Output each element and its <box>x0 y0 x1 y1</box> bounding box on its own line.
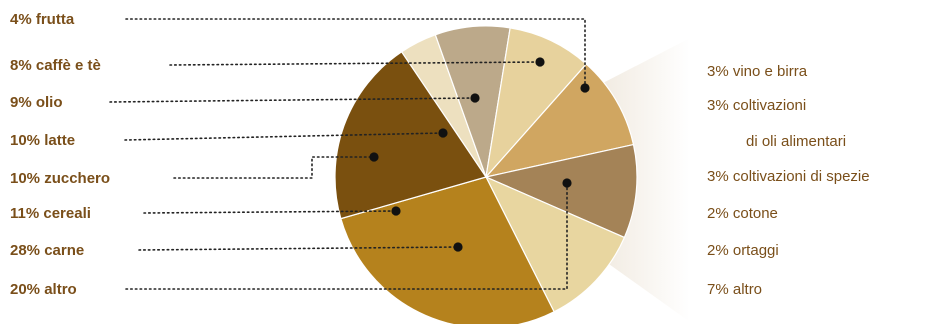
breakdown-label-3-vino-e-birra: 3% vino e birra <box>707 63 808 80</box>
slice-label-9-olio: 9% olio <box>10 94 63 111</box>
marker-dot-9-olio <box>470 93 480 103</box>
slice-label-8-caff-e-t: 8% caffè e tè <box>10 57 101 74</box>
breakdown-label-2-cotone: 2% cotone <box>707 205 778 222</box>
marker-dot-4-frutta <box>580 83 590 93</box>
pie-slice-10-zucchero <box>484 143 638 239</box>
leader-line-10-zucchero <box>173 156 375 179</box>
leader-line-8-caff-e-t <box>169 61 541 66</box>
slice-label-11-cereali: 11% cereali <box>10 205 91 222</box>
marker-dot-20-altro <box>562 178 572 188</box>
leader-line-4-frutta <box>125 18 586 89</box>
breakdown-label-2-ortaggi: 2% ortaggi <box>707 242 779 259</box>
marker-dot-10-latte <box>438 128 448 138</box>
marker-dot-8-caff-e-t <box>535 57 545 67</box>
leader-line-10-latte <box>124 132 444 141</box>
slice-label-20-altro: 20% altro <box>10 281 77 298</box>
marker-dot-28-carne <box>453 242 463 252</box>
slice-label-4-frutta: 4% frutta <box>10 11 75 28</box>
breakdown-label-3-coltivazioni: 3% coltivazioni <box>707 97 806 114</box>
leader-line-11-cereali <box>143 210 397 214</box>
breakdown-label-7-altro: 7% altro <box>707 281 762 298</box>
marker-dot-11-cereali <box>391 206 401 216</box>
pie-slice-10-latte <box>484 63 635 178</box>
marker-dot-10-zucchero <box>369 152 379 162</box>
leader-line-28-carne <box>138 246 459 251</box>
slice-label-10-zucchero: 10% zucchero <box>10 170 110 187</box>
breakdown-label-3-coltivazioni-di-spezie: 3% coltivazioni di spezie <box>707 168 870 185</box>
slice-label-10-latte: 10% latte <box>10 132 75 149</box>
pie-slice-11-cereali <box>484 175 626 313</box>
leader-line-9-olio <box>109 97 476 103</box>
leader-line-20-altro <box>125 182 568 290</box>
slice-label-28-carne: 28% carne <box>10 242 84 259</box>
breakdown-label-di-oli-alimentari: di oli alimentari <box>746 133 846 150</box>
